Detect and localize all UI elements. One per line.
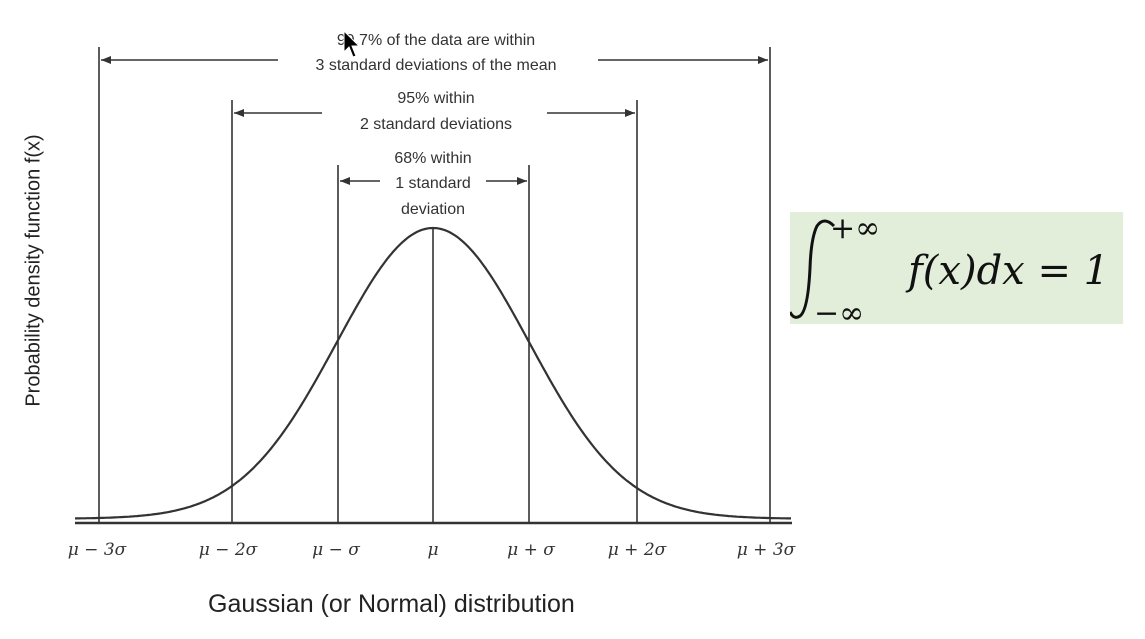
band-3sigma-line1: 99.7% of the data are within (337, 32, 535, 49)
mouse-cursor-icon (343, 30, 361, 58)
tick-label-mu-minus-3sigma: μ − 3σ (68, 540, 127, 560)
band-3sigma-line2: 3 standard deviations of the mean (315, 57, 556, 74)
band-1sigma-line3: deviation (401, 201, 465, 218)
tick-label-mu-plus-3sigma: μ + 3σ (737, 540, 796, 560)
tick-label-mu-plus-2sigma: μ + 2σ (608, 540, 667, 560)
tick-label-mu-minus-2sigma: μ − 2σ (199, 540, 258, 560)
diagram-caption: Gaussian (or Normal) distribution (208, 590, 575, 618)
band-1sigma-line1: 68% within (394, 150, 471, 167)
integral-formula: +∞ −∞ f(x)dx = 1 (788, 211, 1123, 331)
band-2sigma-line1: 95% within (397, 90, 474, 107)
integral-sign-icon (788, 219, 836, 319)
band-1sigma-arrows (340, 177, 527, 185)
band-2sigma-line2: 2 standard deviations (360, 116, 512, 133)
integral-upper-limit: +∞ (830, 212, 880, 246)
tick-label-mu-minus-sigma: μ − σ (312, 540, 360, 560)
tick-label-mu: μ (427, 540, 438, 560)
band-3sigma-arrows (101, 56, 768, 64)
band-2sigma-arrows (234, 109, 635, 117)
band-1sigma-line2: 1 standard (395, 175, 471, 192)
integral-lower-limit: −∞ (814, 296, 864, 324)
integrand-expression: f(x)dx = 1 (905, 248, 1109, 294)
y-axis-label: Probability density function f(x) (22, 134, 45, 407)
tick-label-mu-plus-sigma: μ + σ (507, 540, 555, 560)
